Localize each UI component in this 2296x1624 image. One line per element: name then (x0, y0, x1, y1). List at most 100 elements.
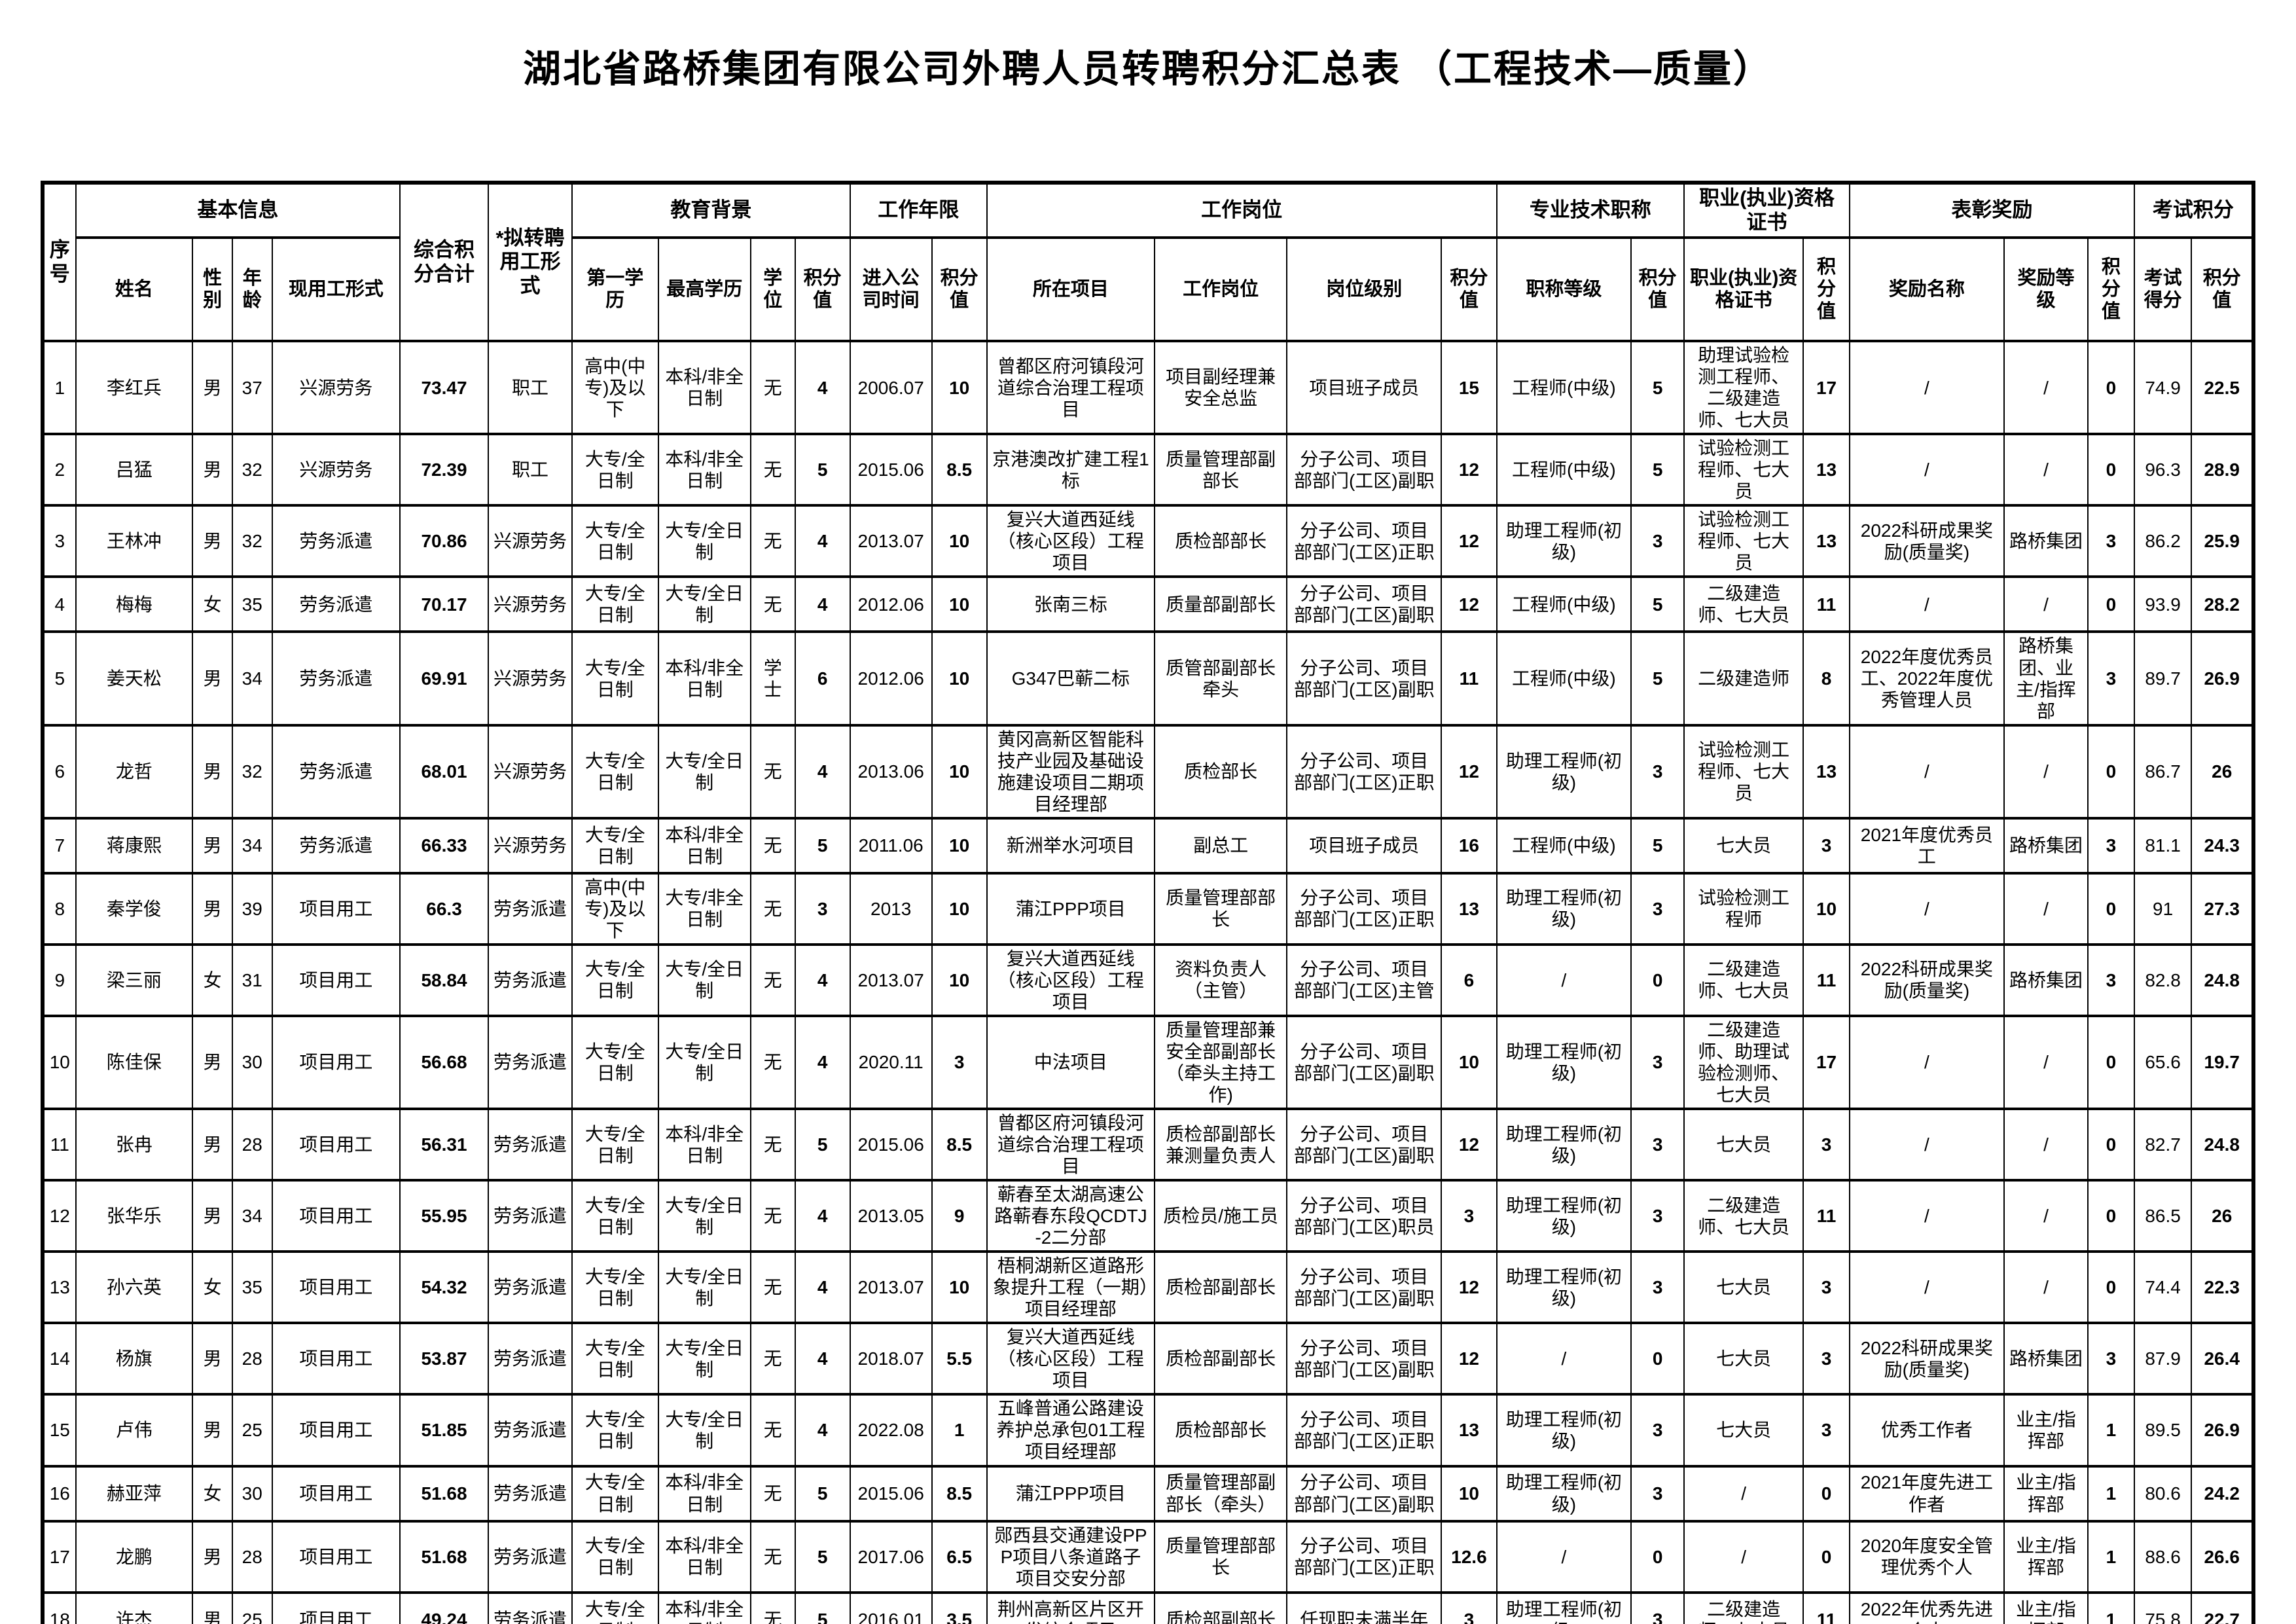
cell-current-employment: 劳务派遣 (271, 504, 401, 579)
cell-proposed-employment: 兴源劳务 (487, 630, 573, 727)
cell-first-degree: 大专/全日制 (571, 1322, 659, 1396)
cell-total-score: 56.68 (399, 1014, 489, 1111)
table-row: 9 梁三丽女 31 项目用工 58.84 劳务派遣 大专/全日制 大专/全日制无 4 2013.0… (42, 943, 2254, 1017)
cell-certificate-score: 3 (1803, 1393, 1850, 1468)
cell-join-date: 2022.08 (849, 1393, 933, 1468)
cell-gender: 女 (192, 575, 233, 634)
cell-award-name: / (1848, 1250, 2005, 1325)
cell-position: 质量管理部部长 (1154, 871, 1288, 946)
cell-no: 16 (42, 1464, 77, 1523)
cell-exam-score: 96.3 (2133, 433, 2193, 507)
header-group-exam: 考试积分 (2133, 181, 2255, 240)
subheader-certificate-score: 积分值 (1803, 236, 1850, 343)
cell-proposed-employment: 兴源劳务 (487, 723, 573, 820)
cell-project: 蒲江PPP项目 (986, 1464, 1156, 1523)
cell-name: 张冉 (75, 1108, 194, 1182)
cell-proposed-employment: 兴源劳务 (487, 504, 573, 579)
cell-exam-score: 93.9 (2133, 575, 2193, 634)
cell-award-score: 1 (2087, 1393, 2135, 1468)
cell-degree: 学士 (750, 630, 796, 727)
cell-edu-score: 4 (794, 943, 851, 1017)
cell-award-score: 0 (2087, 340, 2135, 436)
cell-gender: 女 (192, 943, 233, 1017)
cell-award-score: 3 (2087, 630, 2135, 727)
cell-join-date: 2015.06 (849, 1464, 933, 1523)
cell-award-name: / (1848, 433, 2005, 507)
cell-award-score: 1 (2087, 1464, 2135, 1523)
cell-proposed-employment: 劳务派遣 (487, 1519, 573, 1594)
cell-highest-degree: 大专/全日制 (657, 1250, 752, 1325)
cell-title-level: 助理工程师(初级) (1496, 1250, 1632, 1325)
cell-award-level: 业主/指挥部 (2003, 1464, 2089, 1523)
cell-edu-score: 4 (794, 340, 851, 436)
cell-exam-score: 87.9 (2133, 1322, 2193, 1396)
cell-title-score: 3 (1630, 1250, 1685, 1325)
cell-certificate-score: 10 (1803, 871, 1850, 946)
table-row: 1 李红兵男 37 兴源劳务 73.47 职工 高中(中专)及以下 本科/非全日制无 4 2006… (42, 340, 2254, 436)
cell-highest-degree: 本科/非全日制 (657, 630, 752, 727)
cell-gender: 男 (192, 1519, 233, 1594)
header-serial-number: 序号 (42, 181, 77, 343)
cell-position: 项目副经理兼安全总监 (1154, 340, 1288, 436)
cell-position-level: 分子公司、项目部部门(工区)正职 (1286, 504, 1443, 579)
cell-certificate: 试验检测工程师 (1683, 871, 1804, 946)
cell-no: 11 (42, 1108, 77, 1182)
cell-edu-score: 5 (794, 1519, 851, 1594)
cell-title-score: 0 (1630, 1519, 1685, 1594)
cell-degree: 无 (750, 1179, 796, 1254)
header-group-work-years: 工作年限 (849, 181, 988, 240)
cell-years-score: 3 (931, 1014, 988, 1111)
cell-proposed-employment: 劳务派遣 (487, 1014, 573, 1111)
cell-title-score: 3 (1630, 1014, 1685, 1111)
cell-title-level: 助理工程师(初级) (1496, 1393, 1632, 1468)
cell-project: 蒲江PPP项目 (986, 871, 1156, 946)
header-group-basic-info: 基本信息 (75, 181, 401, 240)
cell-position: 质检部副部长 (1154, 1322, 1288, 1396)
cell-exam-score: 80.6 (2133, 1464, 2193, 1523)
cell-project: 郧西县交通建设PPP项目八条道路子项目交安分部 (986, 1519, 1156, 1594)
cell-total-score: 70.17 (399, 575, 489, 634)
cell-title-score: 5 (1630, 433, 1685, 507)
cell-position-score: 16 (1441, 816, 1498, 875)
cell-no: 1 (42, 340, 77, 436)
cell-project: 曾都区府河镇段河道综合治理工程项目 (986, 340, 1156, 436)
cell-current-employment: 劳务派遣 (271, 630, 401, 727)
cell-years-score: 10 (931, 630, 988, 727)
cell-years-score: 9 (931, 1179, 988, 1254)
cell-years-score: 10 (931, 943, 988, 1017)
cell-gender: 男 (192, 1179, 233, 1254)
cell-no: 12 (42, 1179, 77, 1254)
cell-join-date: 2016.01 (849, 1591, 933, 1624)
cell-current-employment: 兴源劳务 (271, 340, 401, 436)
cell-title-score: 5 (1630, 575, 1685, 634)
table-row: 8 秦学俊男 39 项目用工 66.3 劳务派遣 高中(中专)及以下 大专/非全日制无 3 201… (42, 871, 2254, 946)
cell-age: 25 (231, 1393, 273, 1468)
header-total-score: 综合积分合计 (399, 181, 489, 343)
cell-join-date: 2020.11 (849, 1014, 933, 1111)
cell-degree: 无 (750, 433, 796, 507)
cell-award-level: / (2003, 1014, 2089, 1111)
cell-join-date: 2013 (849, 871, 933, 946)
cell-award-name: 2021年度先进工作者 (1848, 1464, 2005, 1523)
cell-position-level: 分子公司、项目部部门(工区)正职 (1286, 1393, 1443, 1468)
cell-position: 质检部副部长 (1154, 1250, 1288, 1325)
cell-position: 质检部副部长 (1154, 1591, 1288, 1624)
cell-gender: 男 (192, 1322, 233, 1396)
cell-position-score: 10 (1441, 1464, 1498, 1523)
cell-degree: 无 (750, 1250, 796, 1325)
page-title: 湖北省路桥集团有限公司外聘人员转聘积分汇总表 （工程技术—质量） (522, 48, 1774, 90)
cell-no: 14 (42, 1322, 77, 1396)
cell-title-level: 工程师(中级) (1496, 816, 1632, 875)
cell-age: 28 (231, 1108, 273, 1182)
cell-name: 陈佳保 (75, 1014, 194, 1111)
cell-exam-points: 22.5 (2191, 340, 2254, 436)
cell-project: 新洲举水河项目 (986, 816, 1156, 875)
subheader-years-score: 积分值 (931, 236, 988, 343)
cell-award-score: 3 (2087, 816, 2135, 875)
cell-total-score: 56.31 (399, 1108, 489, 1182)
cell-no: 10 (42, 1014, 77, 1111)
cell-title-level: 工程师(中级) (1496, 340, 1632, 436)
cell-certificate-score: 11 (1803, 575, 1850, 634)
subheader-certificate: 职业(执业)资格证书 (1683, 236, 1804, 343)
cell-title-level: 助理工程师(初级) (1496, 1014, 1632, 1111)
